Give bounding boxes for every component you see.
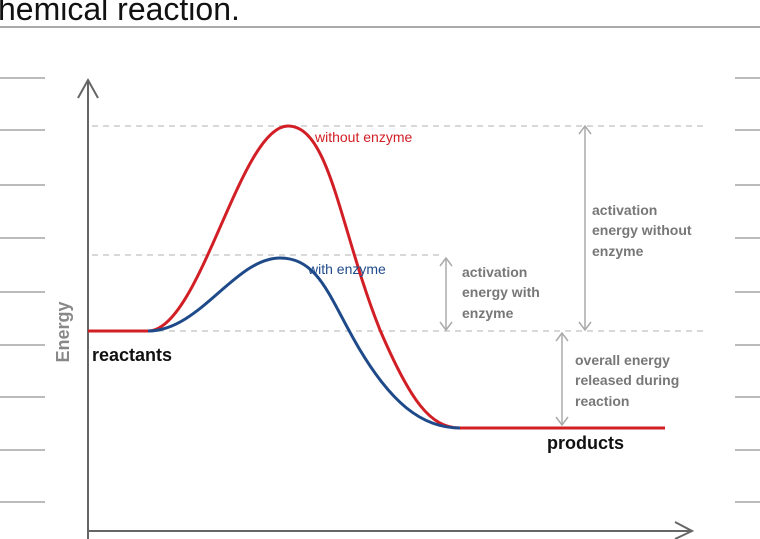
activation-with-line: energy with — [462, 284, 540, 300]
label-with-enzyme: with enzyme — [307, 261, 386, 277]
arrows — [439, 124, 592, 427]
products-label: products — [547, 433, 624, 453]
activation-with-line: activation — [462, 264, 527, 280]
activation-without-line: activation — [592, 202, 657, 218]
activation-with-line: enzyme — [462, 305, 514, 321]
side-rules — [0, 77, 760, 503]
overall-line: overall energy — [575, 352, 670, 368]
page-title: hemical reaction. — [0, 0, 240, 27]
label-without-enzyme: without enzyme — [314, 129, 412, 145]
activation-without-line: enzyme — [592, 243, 644, 259]
activation-without-line: energy without — [592, 222, 692, 238]
curve-with-enzyme — [147, 256, 461, 430]
reactants-label: reactants — [92, 345, 172, 365]
axes — [77, 77, 695, 539]
overall-line: reaction — [575, 393, 629, 409]
curve-without-enzyme — [88, 124, 665, 430]
y-axis-label: Energy — [53, 301, 73, 362]
overall-line: released during — [575, 372, 679, 388]
guide-lines — [92, 125, 705, 332]
